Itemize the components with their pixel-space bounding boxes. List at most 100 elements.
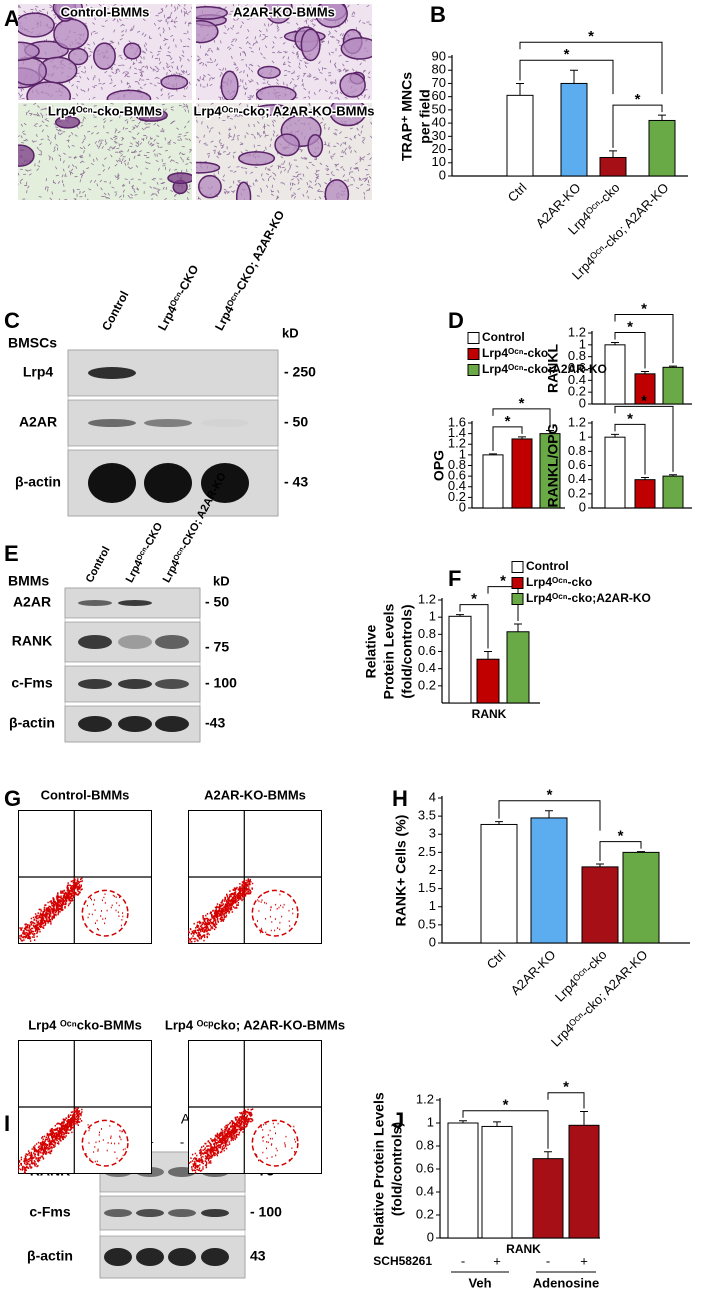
bar (662, 366, 684, 405)
blot-cells: BMSCs (8, 335, 57, 351)
significance-bracket (492, 408, 551, 428)
y-tick-label: 1.2 (568, 324, 586, 339)
flow-plot (188, 1040, 322, 1174)
error-bar (459, 1120, 467, 1123)
significance-label: * (500, 573, 506, 590)
significance-label: * (519, 395, 525, 412)
x-tick-label: Lrp4ᴼᶜⁿ-cko; A2AR-KO (569, 180, 672, 283)
y-tick-label: 0.8 (448, 457, 466, 472)
legend-label: Lrp4ᴼᶜⁿ-cko (482, 346, 548, 360)
panel-letter: J (392, 1108, 404, 1133)
micrograph-label: Lrp4ᴼᶜⁿ-cko-BMMs (48, 103, 162, 118)
bar (648, 119, 676, 177)
blot-row-label: RANK (12, 633, 52, 649)
flow-plot (18, 1040, 152, 1174)
y-tick-label: 1.5 (418, 880, 436, 895)
osteoclast (255, 85, 297, 100)
blot-band (88, 367, 136, 379)
blot-size: 43 (250, 1248, 266, 1264)
bar (448, 615, 472, 704)
y-tick-label: 1 (429, 609, 436, 624)
significance-label: * (627, 410, 633, 427)
blot-band (78, 600, 112, 606)
y-tick-label: 90 (432, 48, 446, 63)
y-tick-label: 0.8 (568, 443, 586, 458)
error-bar (637, 851, 645, 853)
error-bar (609, 150, 617, 158)
micrograph (18, 103, 192, 200)
legend-swatch (467, 364, 480, 376)
blot-row-label: c-Fms (29, 1204, 70, 1220)
error-bar (570, 69, 578, 84)
significance-bracket (614, 423, 646, 475)
flow-plot (18, 810, 152, 944)
y-tick-label: 1.2 (568, 414, 586, 429)
flow-label: Lrp4 ᴼᶜᵖcko; A2AR-KO-BMMs (165, 1017, 345, 1032)
bar (604, 344, 626, 405)
y-tick-label: 1.2 (448, 436, 466, 451)
osteoclast (235, 181, 252, 200)
significance-bracket (547, 1092, 585, 1109)
y-axis-label: Protein Levels (381, 603, 397, 699)
blot-band (201, 1209, 229, 1217)
osteoclast (340, 37, 372, 60)
blot-band (168, 1209, 196, 1217)
error-bar (484, 651, 492, 660)
flow-label: Control-BMMs (41, 787, 130, 802)
y-tick-label: 0.4 (568, 471, 586, 486)
bar (482, 454, 504, 509)
y-axis-label: RANK+ Cells (%) (393, 815, 409, 927)
y-axis-label: (fold/controls) (399, 604, 415, 698)
y-tick-label: 80 (432, 62, 446, 77)
legend-swatch (511, 593, 524, 605)
blot-band (168, 1248, 196, 1266)
y-tick-label: 0 (439, 167, 446, 182)
blot-unit: kD (213, 573, 230, 588)
blot-size: -43 (205, 715, 225, 731)
significance-label: * (627, 318, 633, 335)
blot-size: - 50 (205, 594, 229, 610)
y-tick-label: 0.8 (568, 348, 586, 363)
osteoclast (196, 161, 221, 174)
micrograph (196, 103, 372, 200)
error-bar (641, 477, 649, 480)
bar (599, 156, 627, 177)
significance-bracket (519, 41, 663, 95)
y-tick-label: 0.2 (568, 485, 586, 500)
blot-band (144, 463, 192, 503)
treatment-sign: - (180, 1134, 184, 1149)
error-bar (669, 365, 677, 368)
osteoclast (274, 133, 300, 157)
error-bar (493, 1121, 501, 1127)
osteoclast (26, 81, 72, 100)
panel-letter: A (4, 6, 20, 31)
micrograph (18, 4, 192, 100)
significance-label: * (563, 1079, 569, 1096)
y-tick-label: 0 (427, 1229, 434, 1244)
y-tick-label: 0.8 (416, 1137, 434, 1152)
blot-size: - 75 (205, 639, 229, 655)
micrograph (196, 4, 372, 100)
significance-bracket (498, 800, 601, 831)
y-tick-label: 1 (429, 898, 436, 913)
gate-circle (251, 1119, 299, 1167)
y-tick-label: 1 (427, 1114, 434, 1129)
blot-row-label: β-actin (27, 1248, 73, 1264)
panel-letter: C (4, 308, 20, 333)
error-bar (669, 474, 677, 477)
flow-plot (188, 810, 322, 944)
y-tick-label: 0.6 (448, 468, 466, 483)
y-tick-label: 1 (579, 429, 586, 444)
y-tick-label: 3.5 (418, 808, 436, 823)
osteoclast (196, 6, 228, 20)
panel-letter: B (430, 2, 446, 27)
blot-band (155, 635, 189, 649)
flow-label: A2AR-KO-BMMs (204, 787, 306, 802)
error-bar (514, 623, 522, 632)
legend-label: Lrp4ᴼᶜⁿ-cko;A2AR-KO (482, 362, 607, 376)
error-bar (544, 1151, 552, 1159)
blot-band (118, 635, 152, 649)
blot-band (118, 600, 152, 606)
blot-size: - 250 (284, 364, 316, 380)
